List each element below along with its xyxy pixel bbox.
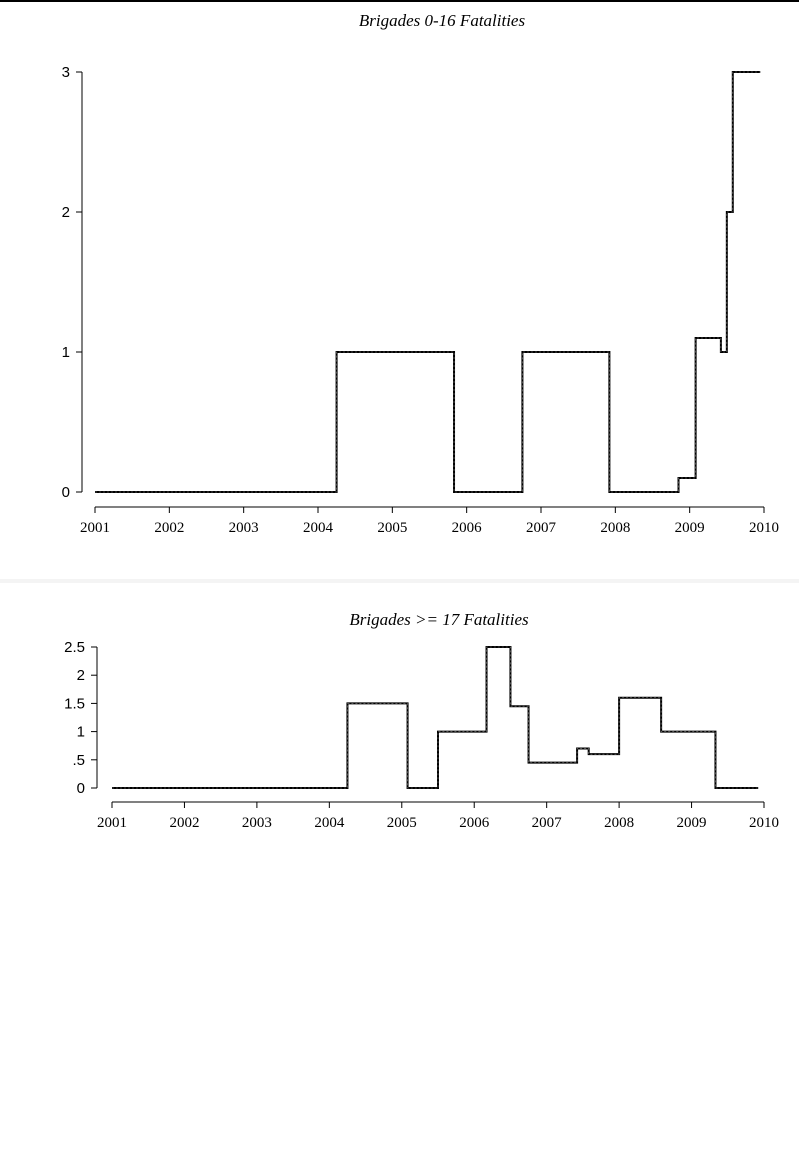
chart-panel-top: Brigades 0-16 Fatalities 0 1 2 3 2001 2002 200… xyxy=(0,2,799,579)
x-tick-label: 2003 xyxy=(242,815,272,831)
x-tick-label: 2007 xyxy=(526,520,557,536)
series-step-line xyxy=(112,646,759,789)
tick-labels: 0 1 2 3 2001 2002 2003 2004 2005 2006 2007 2008 2009… xyxy=(62,64,779,536)
x-tick-label: 2006 xyxy=(459,815,490,831)
chart-title: Brigades >= 17 Fatalities xyxy=(349,610,529,629)
chart-panel-bottom: Brigades >= 17 Fatalities 0 .5 1 1.5 2 2.5 200… xyxy=(0,583,799,1163)
y-tick-label: 2.5 xyxy=(64,639,85,656)
y-tick-label: 3 xyxy=(62,64,70,81)
y-tick-label: 1 xyxy=(77,724,85,741)
axes xyxy=(76,71,765,513)
tick-labels: 0 .5 1 1.5 2 2.5 2001 2002 2003 2004 2005 2006 2007 2… xyxy=(64,639,779,831)
series-step-line-overlay xyxy=(95,71,761,493)
x-tick-label: 2006 xyxy=(452,520,483,536)
x-tick-label: 2010 xyxy=(749,520,779,536)
x-tick-label: 2009 xyxy=(675,520,705,536)
y-tick-label: 0 xyxy=(62,484,70,501)
data-series xyxy=(95,71,761,493)
x-tick-label: 2004 xyxy=(314,815,345,831)
y-tick-label: .5 xyxy=(72,752,85,769)
axes xyxy=(91,646,765,808)
chart-brigades-17-plus: Brigades >= 17 Fatalities 0 .5 1 1.5 2 2.5 200… xyxy=(64,610,779,831)
x-tick-label: 2005 xyxy=(377,520,407,536)
y-tick-label: 1.5 xyxy=(64,695,85,712)
data-series xyxy=(112,646,759,789)
x-tick-label: 2008 xyxy=(604,815,634,831)
x-tick-label: 2009 xyxy=(677,815,707,831)
y-tick-label: 2 xyxy=(62,204,70,221)
series-step-line xyxy=(95,71,761,493)
x-tick-label: 2003 xyxy=(229,520,259,536)
x-tick-label: 2007 xyxy=(532,815,563,831)
x-tick-label: 2008 xyxy=(600,520,630,536)
chart-title: Brigades 0-16 Fatalities xyxy=(359,11,526,30)
x-tick-label: 2004 xyxy=(303,520,334,536)
x-tick-label: 2005 xyxy=(387,815,417,831)
x-tick-label: 2002 xyxy=(169,815,199,831)
y-tick-label: 2 xyxy=(77,667,85,684)
series-step-line-overlay xyxy=(112,646,759,789)
chart-brigades-0-16: Brigades 0-16 Fatalities 0 1 2 3 2001 2002 200… xyxy=(62,11,779,536)
x-tick-label: 2001 xyxy=(97,815,127,831)
y-tick-label: 0 xyxy=(77,780,85,797)
top-border xyxy=(0,0,799,2)
panel-divider xyxy=(0,579,799,583)
x-tick-label: 2010 xyxy=(749,815,779,831)
x-tick-label: 2002 xyxy=(154,520,184,536)
x-tick-label: 2001 xyxy=(80,520,110,536)
y-tick-label: 1 xyxy=(62,344,70,361)
